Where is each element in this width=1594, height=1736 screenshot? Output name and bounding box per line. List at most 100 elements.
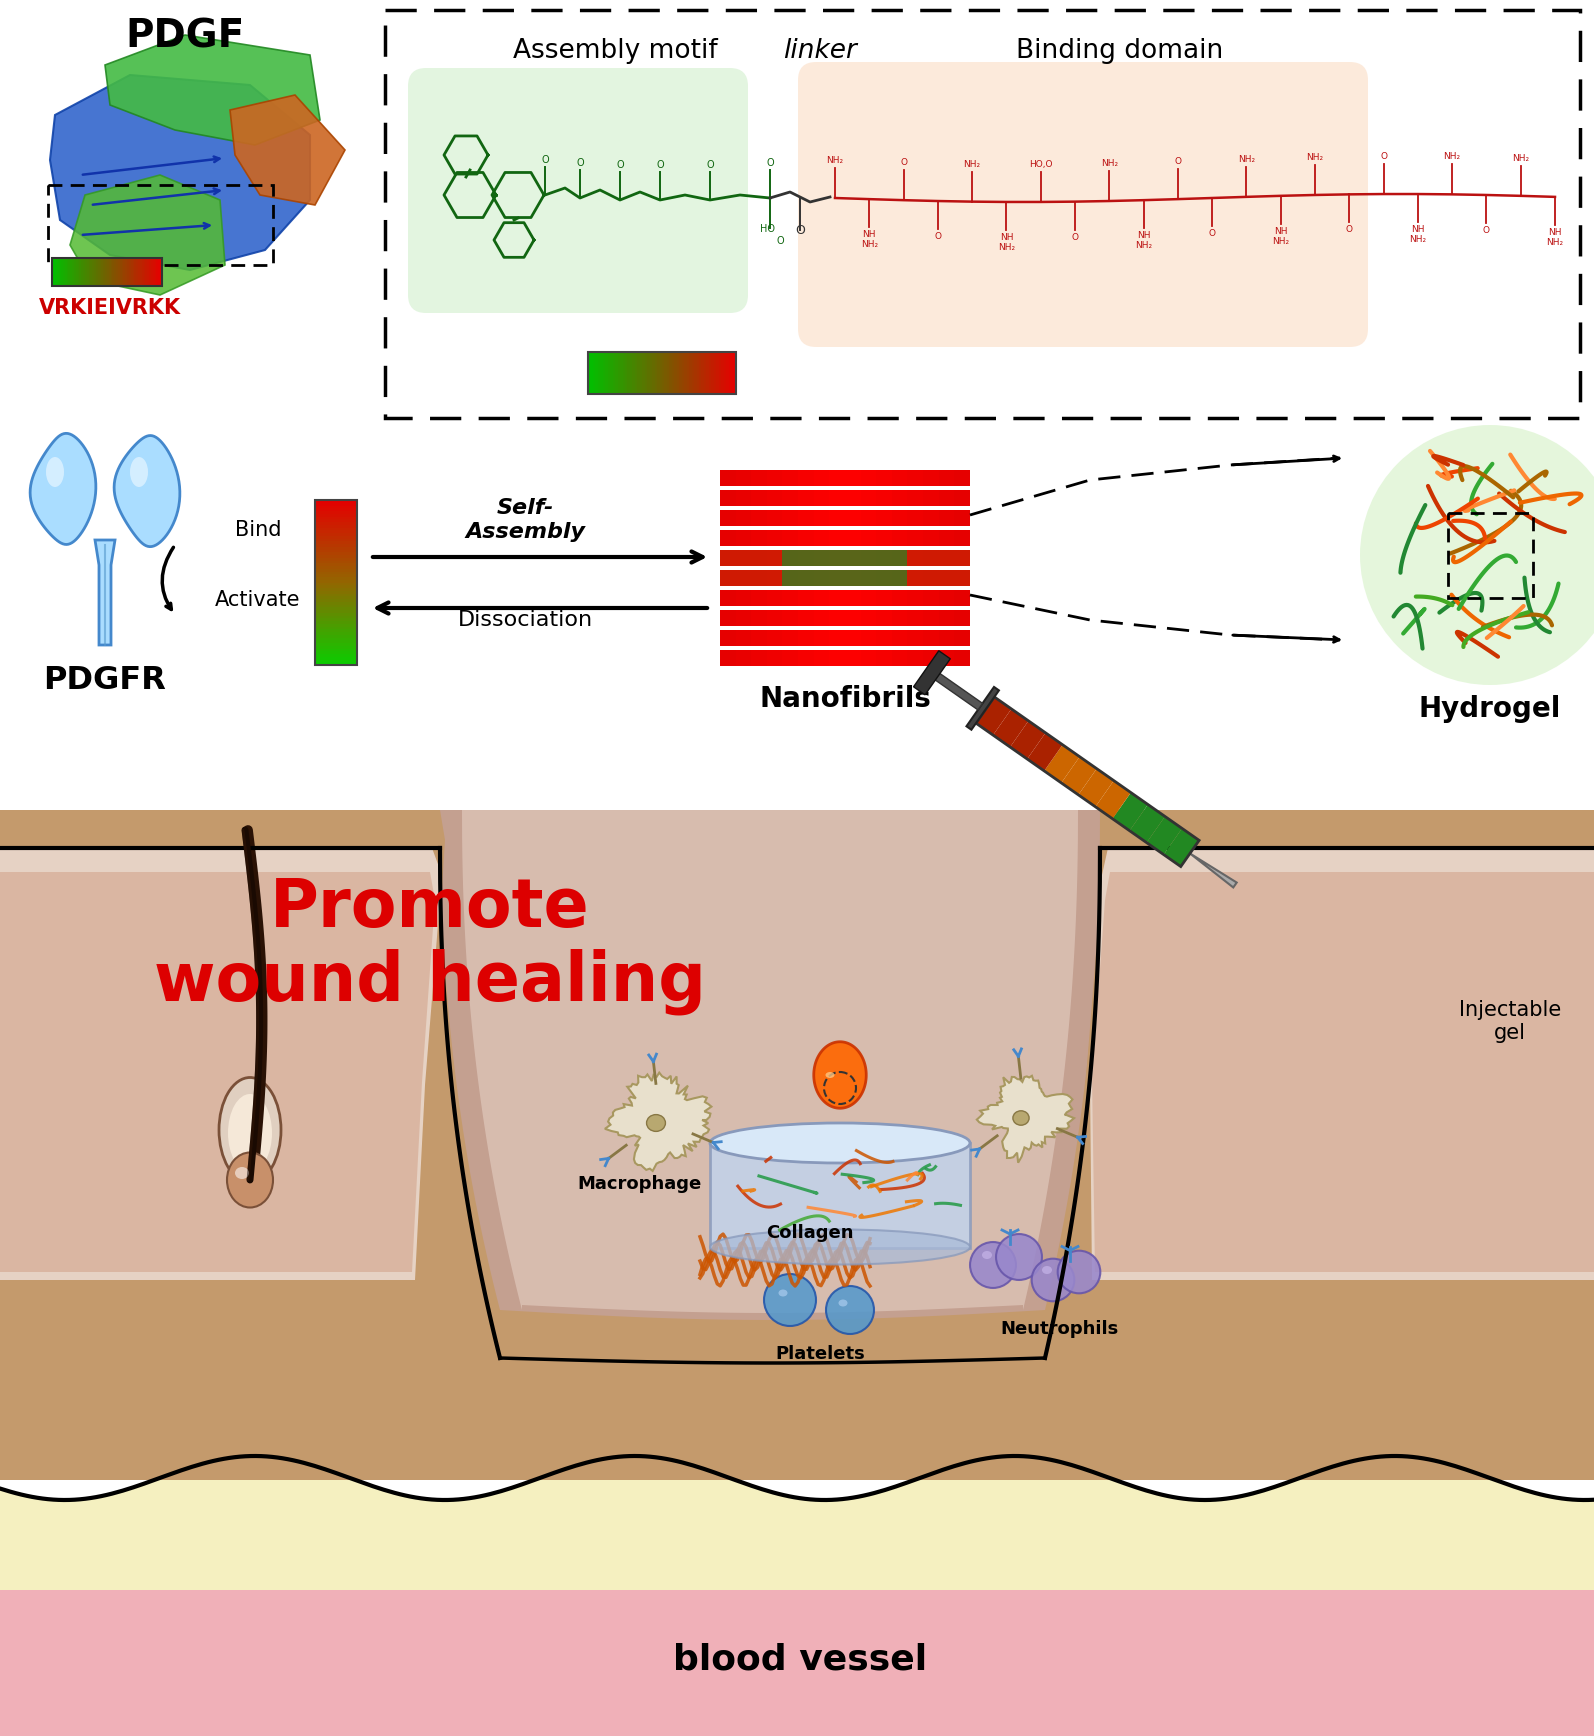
Bar [724, 352, 727, 394]
Bar [923, 490, 939, 505]
Bar [767, 590, 783, 606]
Bar [845, 470, 861, 486]
Bar [939, 609, 955, 627]
Bar [158, 259, 159, 286]
Bar [767, 630, 783, 646]
FancyBboxPatch shape [408, 68, 748, 312]
Polygon shape [1086, 811, 1594, 1290]
Text: O: O [1482, 226, 1490, 234]
Bar [720, 550, 971, 566]
Bar [137, 259, 139, 286]
Bar [829, 649, 845, 667]
Polygon shape [0, 871, 435, 1272]
Bar [316, 550, 357, 552]
Bar [316, 602, 357, 604]
Bar [316, 528, 357, 529]
Bar [728, 352, 732, 394]
Polygon shape [0, 847, 442, 1279]
Bar [110, 259, 113, 286]
Bar [84, 259, 86, 286]
Bar [877, 470, 893, 486]
Bar [316, 599, 357, 602]
Bar [955, 490, 971, 505]
Bar [733, 352, 736, 394]
Bar [720, 569, 735, 587]
Bar [73, 259, 77, 286]
Bar [615, 352, 617, 394]
Polygon shape [1146, 816, 1183, 854]
Bar [588, 352, 590, 394]
Bar [316, 503, 357, 505]
Bar [767, 569, 783, 587]
Polygon shape [1130, 804, 1165, 842]
Bar [955, 470, 971, 486]
Bar [316, 632, 357, 635]
Bar [720, 490, 735, 505]
Bar [829, 529, 845, 547]
Bar [783, 569, 799, 587]
Ellipse shape [647, 1115, 665, 1132]
Bar [861, 550, 877, 566]
Bar [316, 523, 357, 524]
Bar [316, 651, 357, 654]
Bar [86, 259, 89, 286]
Ellipse shape [1042, 1266, 1052, 1274]
Ellipse shape [131, 457, 148, 488]
Bar [105, 259, 107, 286]
Text: O: O [617, 160, 623, 170]
Bar [735, 550, 751, 566]
Bar [923, 569, 939, 587]
Bar [316, 635, 357, 637]
Bar [123, 259, 126, 286]
Bar [113, 259, 115, 286]
Bar [96, 259, 97, 286]
Bar [97, 259, 100, 286]
Bar [720, 550, 735, 566]
Bar [139, 259, 140, 286]
Bar [815, 550, 829, 566]
Bar [316, 517, 357, 519]
Polygon shape [0, 811, 445, 1290]
Polygon shape [976, 696, 1012, 734]
Bar [53, 259, 54, 286]
Bar [684, 352, 687, 394]
Bar [644, 352, 647, 394]
Bar [642, 352, 644, 394]
Bar [145, 259, 147, 286]
Bar [751, 550, 767, 566]
Bar [107, 259, 108, 286]
Bar [316, 514, 357, 517]
Bar [893, 630, 907, 646]
Bar [845, 609, 861, 627]
Bar [620, 352, 623, 394]
Bar [799, 609, 815, 627]
Bar [590, 352, 593, 394]
Bar [735, 550, 751, 566]
Bar [767, 609, 783, 627]
Bar [907, 569, 923, 587]
Bar [907, 550, 923, 566]
Text: O: O [901, 158, 907, 167]
Bar [783, 590, 799, 606]
Bar [316, 618, 357, 621]
Bar [720, 529, 735, 547]
Bar [64, 259, 65, 286]
Bar [861, 529, 877, 547]
Text: NH₂: NH₂ [964, 160, 980, 168]
Bar [815, 649, 829, 667]
Bar [845, 490, 861, 505]
Bar [612, 352, 615, 394]
Bar [316, 608, 357, 609]
Bar [91, 259, 92, 286]
Bar [316, 595, 357, 599]
Bar [716, 352, 719, 394]
Bar [316, 543, 357, 547]
Bar [845, 510, 861, 526]
Bar [767, 470, 783, 486]
Bar [700, 352, 701, 394]
Polygon shape [993, 708, 1028, 746]
FancyBboxPatch shape [799, 62, 1368, 347]
Bar [316, 656, 357, 660]
Bar [316, 547, 357, 550]
Bar [316, 557, 357, 561]
